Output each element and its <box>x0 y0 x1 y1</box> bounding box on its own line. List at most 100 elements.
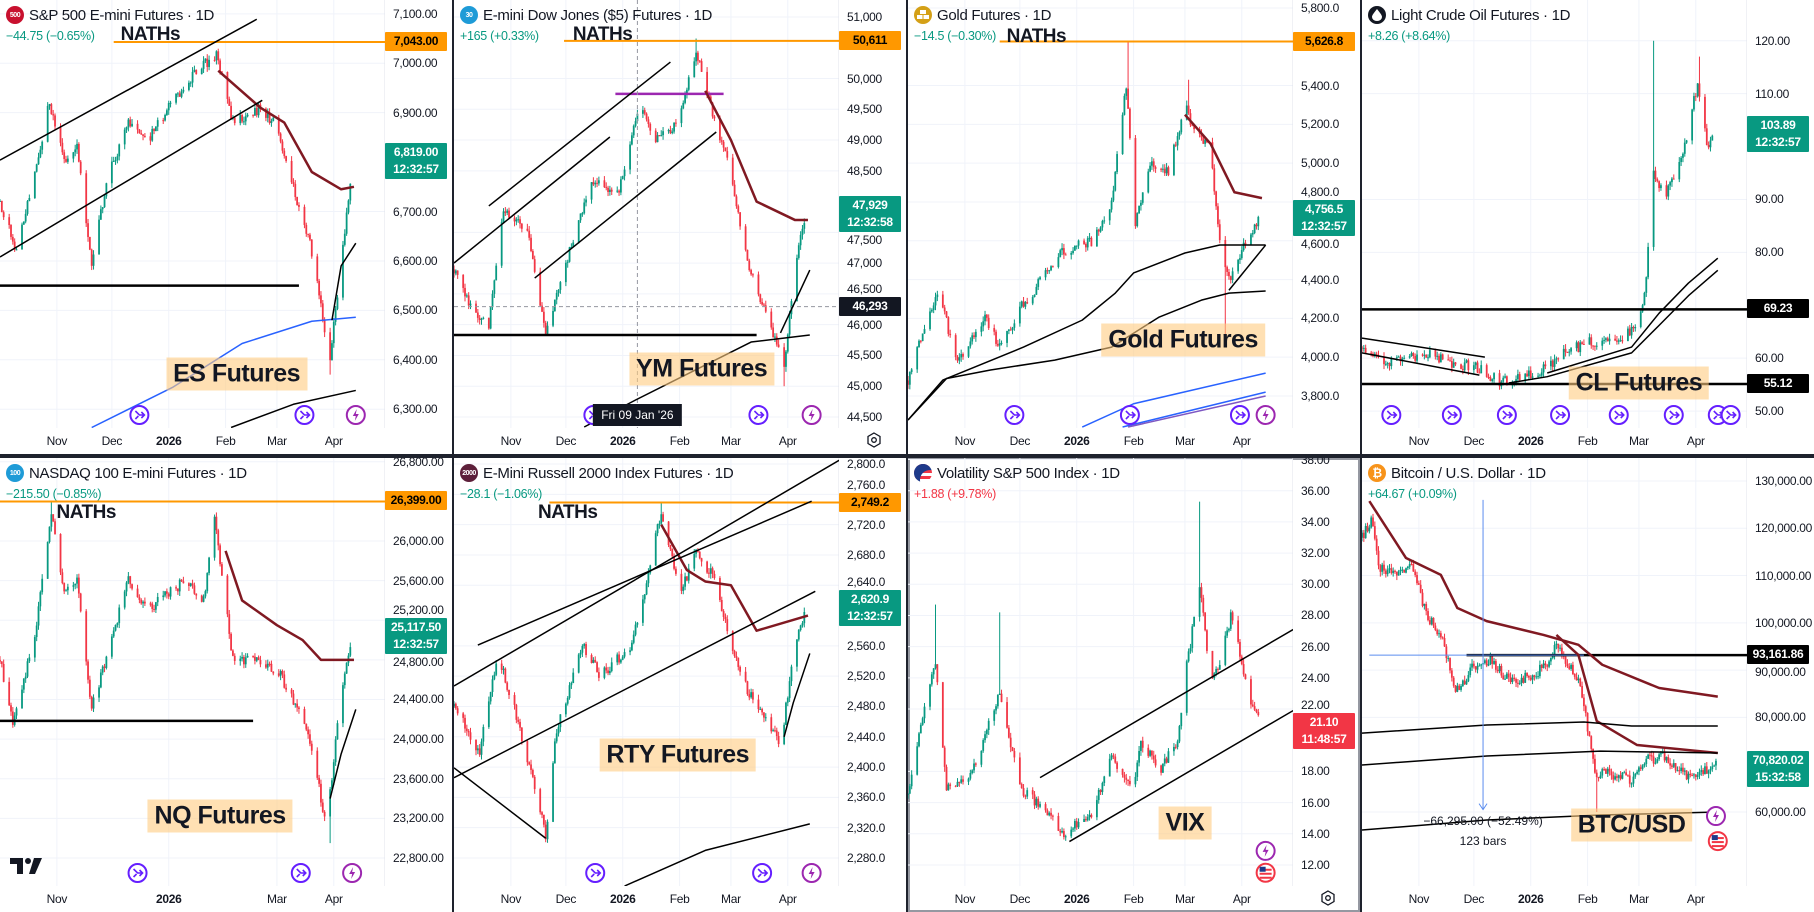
price-label[interactable]: 2,749.2 <box>839 492 901 512</box>
chart-legend[interactable]: 100 NASDAQ 100 E-mini Futures · 1D <box>6 464 247 482</box>
moving-average-line[interactable] <box>1547 257 1719 374</box>
chart-panel-ym[interactable]: 30 E-mini Dow Jones ($5) Futures · 1D +165… <box>454 0 906 454</box>
event-arrow-icon[interactable] <box>1119 405 1140 425</box>
naths-label[interactable]: NATHs <box>120 24 181 46</box>
tradingview-logo[interactable] <box>10 856 44 876</box>
moving-average-line[interactable] <box>908 244 1266 421</box>
price-label[interactable]: 7,043.00 <box>385 32 447 51</box>
chart-legend[interactable]: Gold Futures · 1D <box>914 6 1051 24</box>
price-label[interactable]: 55.12 <box>1747 373 1809 393</box>
moving-average-line[interactable] <box>1183 113 1263 200</box>
moving-average-line[interactable] <box>230 389 356 428</box>
price-plot[interactable] <box>908 0 1293 428</box>
moving-average-line[interactable] <box>217 69 355 191</box>
annotation-label[interactable]: VIX <box>1158 806 1212 840</box>
moving-average-line[interactable] <box>1362 721 1718 734</box>
chart-panel-gold[interactable]: Gold Futures · 1D −14.5 (−0.30%) 5,626.8 4,… <box>908 0 1360 454</box>
trend-line[interactable] <box>477 500 812 646</box>
lightning-icon[interactable] <box>345 405 366 425</box>
naths-label[interactable]: NATHs <box>572 24 633 45</box>
event-arrow-icon[interactable] <box>1496 405 1517 425</box>
price-label[interactable]: 46,293 <box>839 296 901 316</box>
naths-label[interactable]: NATHs <box>537 501 598 523</box>
price-plot[interactable] <box>1362 0 1747 428</box>
event-arrow-icon[interactable] <box>1550 405 1571 425</box>
trend-line[interactable] <box>1122 391 1266 428</box>
moving-average-line[interactable] <box>331 242 357 321</box>
price-label[interactable]: 50,611 <box>839 30 901 50</box>
price-label[interactable]: 2,620.9 12:32:57 <box>839 589 901 626</box>
event-arrow-icon[interactable] <box>748 405 769 425</box>
event-arrow-icon[interactable] <box>1441 405 1462 425</box>
event-arrow-icon[interactable] <box>1229 405 1250 425</box>
chart-legend[interactable]: ₿ Bitcoin / U.S. Dollar · 1D <box>1368 464 1546 482</box>
chart-legend[interactable]: 30 E-mini Dow Jones ($5) Futures · 1D <box>460 6 712 24</box>
trend-line[interactable] <box>0 99 263 258</box>
price-plot[interactable] <box>454 0 839 428</box>
event-arrow-icon[interactable] <box>1381 405 1402 425</box>
trend-line[interactable] <box>454 590 816 779</box>
moving-average-line[interactable] <box>1362 750 1718 766</box>
lightning-icon[interactable] <box>342 863 363 883</box>
trend-line[interactable] <box>454 767 547 839</box>
trend-line[interactable] <box>1039 628 1293 779</box>
chart-legend[interactable]: 2000 E-Mini Russell 2000 Index Futures · … <box>460 464 734 482</box>
naths-label[interactable]: NATHs <box>1006 25 1067 47</box>
price-label[interactable]: 4,756.5 12:32:57 <box>1293 200 1355 237</box>
price-label[interactable]: 21.10 11:48:57 <box>1293 713 1355 750</box>
chart-panel-btc[interactable]: −66,295.00 (−52.49%) 123 bars ₿ Bitcoin / U… <box>1362 458 1814 912</box>
event-arrow-icon[interactable] <box>1663 405 1684 425</box>
trend-line[interactable] <box>534 131 717 279</box>
moving-average-line[interactable] <box>329 709 357 799</box>
lightning-icon[interactable] <box>1255 840 1276 861</box>
moving-average-line[interactable] <box>783 653 811 737</box>
chart-panel-rty[interactable]: 2000 E-Mini Russell 2000 Index Futures · … <box>454 458 906 912</box>
us-flag-icon[interactable] <box>1255 862 1276 883</box>
annotation-label[interactable]: YM Futures <box>629 352 775 386</box>
trend-line[interactable] <box>1362 352 1480 376</box>
lightning-icon[interactable] <box>801 405 822 425</box>
moving-average-line[interactable] <box>224 550 354 662</box>
price-label[interactable]: 103.89 12:32:57 <box>1747 115 1809 152</box>
us-flag-icon[interactable] <box>1707 831 1728 852</box>
price-label[interactable]: 69.23 <box>1747 299 1809 319</box>
event-arrow-icon[interactable] <box>294 405 315 425</box>
annotation-label[interactable]: CL Futures <box>1568 366 1710 400</box>
price-label[interactable]: 25,117.50 12:32:57 <box>385 618 447 655</box>
trend-line[interactable] <box>0 18 258 161</box>
price-plot[interactable] <box>454 458 839 886</box>
moving-average-line[interactable] <box>91 316 356 428</box>
chart-panel-nq[interactable]: 100 NASDAQ 100 E-mini Futures · 1D −215.50… <box>0 458 452 912</box>
annotation-label[interactable]: RTY Futures <box>599 738 757 772</box>
trend-line[interactable] <box>1069 709 1293 843</box>
event-arrow-icon[interactable] <box>1720 405 1741 425</box>
event-arrow-icon[interactable] <box>127 863 148 883</box>
price-label[interactable]: 93,161.86 <box>1747 645 1809 665</box>
price-label[interactable]: 47,929 12:32:58 <box>839 195 901 232</box>
annotation-label[interactable]: Gold Futures <box>1101 323 1265 357</box>
trend-line[interactable] <box>1362 337 1485 358</box>
price-plot[interactable] <box>0 458 385 886</box>
event-arrow-icon[interactable] <box>752 863 773 883</box>
event-arrow-icon[interactable] <box>1608 405 1629 425</box>
settings-gear-icon[interactable] <box>866 432 882 448</box>
lightning-icon[interactable] <box>1255 405 1276 425</box>
lightning-icon[interactable] <box>801 863 822 883</box>
chart-panel-es[interactable]: 500 S&P 500 E-mini Futures · 1D −44.75 (−0… <box>0 0 452 454</box>
event-arrow-icon[interactable] <box>1004 405 1025 425</box>
trend-line[interactable] <box>1228 244 1267 291</box>
moving-average-line[interactable] <box>1368 500 1718 698</box>
chart-legend[interactable]: Volatility S&P 500 Index · 1D <box>914 464 1120 482</box>
settings-gear-icon[interactable] <box>1320 890 1336 906</box>
price-label[interactable]: 5,626.8 <box>1293 31 1355 51</box>
annotation-label[interactable]: BTC/USD <box>1570 808 1693 842</box>
chart-panel-cl[interactable]: Light Crude Oil Futures · 1D +8.26 (+8.64… <box>1362 0 1814 454</box>
price-plot[interactable] <box>908 458 1293 886</box>
price-plot[interactable] <box>0 0 385 428</box>
event-arrow-icon[interactable] <box>585 863 606 883</box>
trend-line[interactable] <box>779 269 811 334</box>
price-label[interactable]: 26,399.00 <box>385 491 447 511</box>
naths-label[interactable]: NATHs <box>56 502 116 524</box>
moving-average-line[interactable] <box>1555 634 1718 755</box>
moving-average-line[interactable] <box>1081 372 1266 428</box>
